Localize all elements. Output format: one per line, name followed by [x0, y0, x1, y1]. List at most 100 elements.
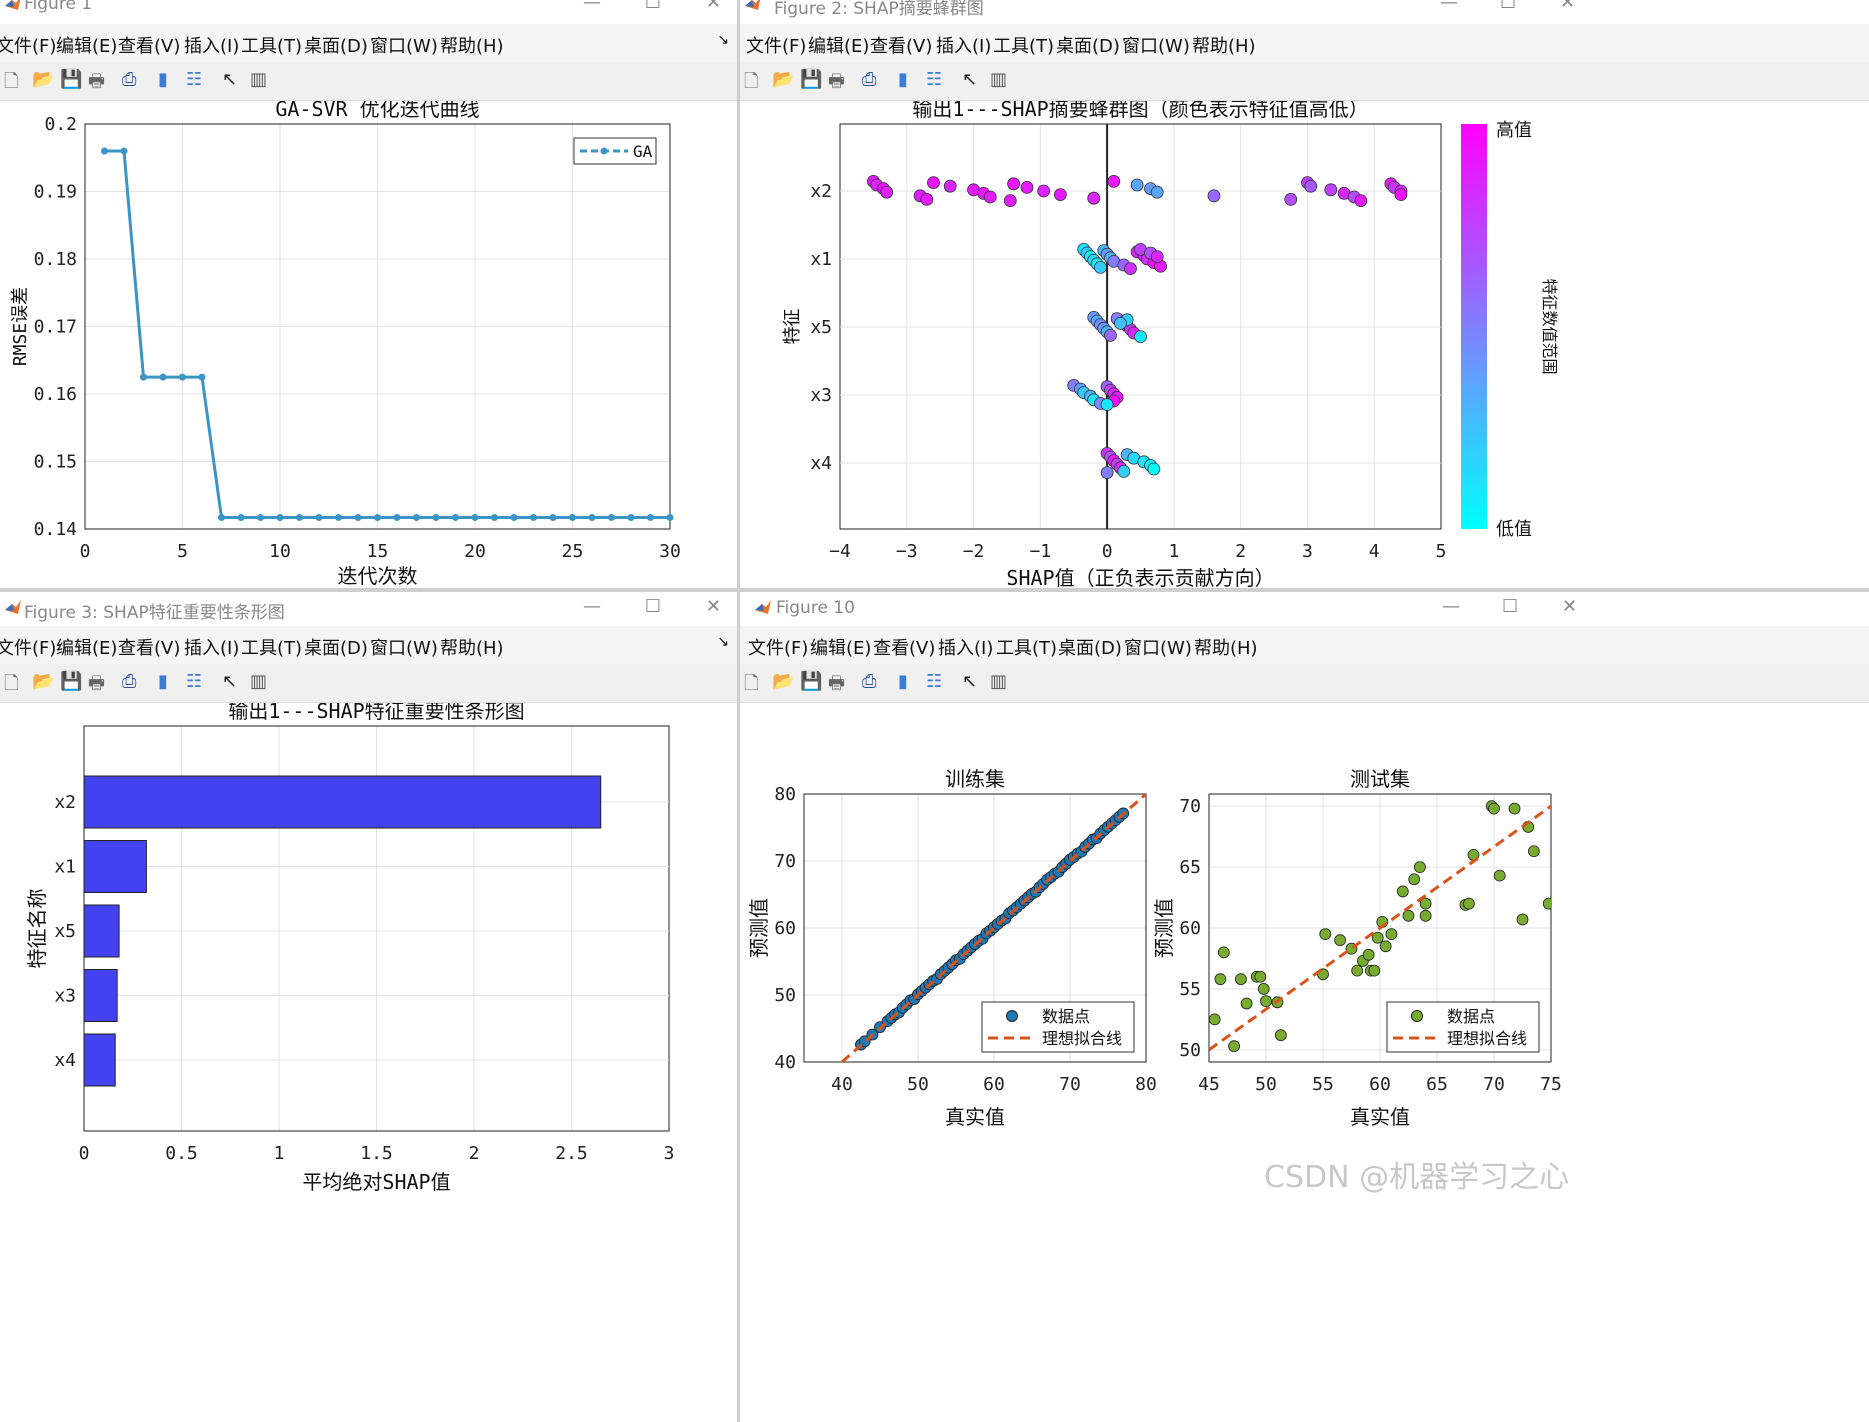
ga-data-point	[471, 514, 479, 522]
titlebar[interactable]: Figure 2: SHAP摘要蜂群图 — ☐ ✕	[740, 0, 1869, 22]
menu-insert[interactable]: 插入(I)	[184, 36, 240, 57]
open-folder-icon[interactable]: 📂	[772, 69, 795, 90]
minimize-icon[interactable]: —	[1440, 0, 1458, 13]
open-folder-icon[interactable]: 📂	[32, 69, 55, 90]
menu-help[interactable]: 帮助(H)	[440, 638, 504, 659]
menu-edit[interactable]: 编辑(E)	[56, 36, 118, 57]
close-icon[interactable]: ✕	[705, 596, 721, 617]
print-preview-icon[interactable]: ⎙	[862, 671, 877, 692]
new-file-icon[interactable]: 🗋	[4, 71, 19, 92]
menu-insert[interactable]: 插入(I)	[184, 638, 240, 659]
y-tick-label: 55	[1179, 979, 1201, 1000]
close-icon[interactable]: ✕	[705, 0, 721, 13]
property-editor-icon[interactable]: ▥	[990, 671, 1008, 692]
property-editor-icon[interactable]: ▥	[250, 69, 268, 90]
legend-icon[interactable]: ☷	[186, 671, 203, 692]
maximize-icon[interactable]: ☐	[644, 596, 661, 617]
menu-view[interactable]: 查看(V)	[118, 36, 181, 57]
close-icon[interactable]: ✕	[1560, 0, 1576, 13]
menu-window[interactable]: 窗口(W)	[370, 638, 438, 659]
save-icon[interactable]: 💾	[800, 69, 823, 90]
maximize-icon[interactable]: ☐	[1502, 596, 1519, 617]
ga-data-point	[666, 514, 674, 522]
colorbar-icon[interactable]: ▮	[158, 671, 168, 692]
close-icon[interactable]: ✕	[1562, 596, 1578, 617]
maximize-icon[interactable]: ☐	[644, 0, 661, 13]
menu-tools[interactable]: 工具(T)	[241, 36, 303, 57]
menu-file[interactable]: 文件(F)	[0, 638, 57, 659]
data-point	[1240, 997, 1253, 1010]
print-icon[interactable]: 🖶	[88, 71, 105, 92]
open-folder-icon[interactable]: 📂	[772, 671, 795, 692]
open-folder-icon[interactable]: 📂	[32, 671, 55, 692]
dock-arrow-icon[interactable]: ↘	[717, 634, 729, 650]
menu-window[interactable]: 窗口(W)	[370, 36, 438, 57]
property-editor-icon[interactable]: ▥	[990, 69, 1008, 90]
pointer-icon[interactable]: ↖	[962, 671, 978, 692]
colorbar-icon[interactable]: ▮	[158, 69, 168, 90]
menu-view[interactable]: 查看(V)	[118, 638, 181, 659]
shap-point-x4	[1100, 466, 1114, 480]
legend-icon[interactable]: ☷	[186, 69, 203, 90]
menu-desktop[interactable]: 桌面(D)	[304, 638, 368, 659]
new-file-icon[interactable]: 🗋	[744, 673, 759, 694]
print-preview-icon[interactable]: ⎙	[122, 69, 137, 90]
menu-insert[interactable]: 插入(I)	[938, 638, 994, 659]
ga-data-point	[315, 514, 323, 522]
menu-desktop[interactable]: 桌面(D)	[1056, 36, 1120, 57]
menu-tools[interactable]: 工具(T)	[241, 638, 303, 659]
new-file-icon[interactable]: 🗋	[744, 71, 759, 92]
minimize-icon[interactable]: —	[583, 0, 601, 13]
data-point	[1274, 1029, 1287, 1042]
save-icon[interactable]: 💾	[800, 671, 823, 692]
menu-edit[interactable]: 编辑(E)	[810, 638, 872, 659]
data-point	[1368, 964, 1381, 977]
shap-beeswarm-chart: −4 −3 −2 −1 0 1 2 3 4 5 x2 x1 x5 x3 x4 输出1---SHAP摘要蜂群图（…	[782, 97, 1559, 588]
x-tick-label: −1	[1029, 541, 1051, 562]
titlebar[interactable]: Figure 10 — ☐ ✕	[740, 592, 1869, 624]
minimize-icon[interactable]: —	[1442, 596, 1460, 617]
menu-help[interactable]: 帮助(H)	[1194, 638, 1258, 659]
pointer-icon[interactable]: ↖	[962, 69, 978, 90]
titlebar[interactable]: Figure 3: SHAP特征重要性条形图 — ☐ ✕	[0, 592, 737, 624]
menu-insert[interactable]: 插入(I)	[936, 36, 992, 57]
print-preview-icon[interactable]: ⎙	[862, 69, 877, 90]
menu-tools[interactable]: 工具(T)	[996, 638, 1058, 659]
x-tick-label: 20	[464, 541, 486, 562]
titlebar[interactable]: Figure 1 — ☐ ✕	[0, 0, 737, 22]
menu-edit[interactable]: 编辑(E)	[808, 36, 870, 57]
pointer-icon[interactable]: ↖	[222, 69, 238, 90]
bar-x3	[83, 969, 118, 1022]
dock-arrow-icon[interactable]: ↘	[717, 32, 729, 48]
menu-window[interactable]: 窗口(W)	[1124, 638, 1192, 659]
colorbar-icon[interactable]: ▮	[898, 69, 908, 90]
property-editor-icon[interactable]: ▥	[250, 671, 268, 692]
save-icon[interactable]: 💾	[60, 69, 83, 90]
legend-icon[interactable]: ☷	[926, 69, 943, 90]
menu-edit[interactable]: 编辑(E)	[56, 638, 118, 659]
x-tick-label: 25	[562, 541, 584, 562]
menu-file[interactable]: 文件(F)	[746, 36, 807, 57]
colorbar-icon[interactable]: ▮	[898, 671, 908, 692]
print-icon[interactable]: 🖶	[828, 673, 845, 694]
print-icon[interactable]: 🖶	[88, 673, 105, 694]
minimize-icon[interactable]: —	[583, 596, 601, 617]
menu-help[interactable]: 帮助(H)	[1192, 36, 1256, 57]
menu-view[interactable]: 查看(V)	[873, 638, 936, 659]
menu-window[interactable]: 窗口(W)	[1122, 36, 1190, 57]
menu-file[interactable]: 文件(F)	[748, 638, 809, 659]
menu-view[interactable]: 查看(V)	[870, 36, 933, 57]
new-file-icon[interactable]: 🗋	[4, 673, 19, 694]
print-preview-icon[interactable]: ⎙	[122, 671, 137, 692]
legend-icon[interactable]: ☷	[926, 671, 943, 692]
menu-tools[interactable]: 工具(T)	[993, 36, 1055, 57]
menu-file[interactable]: 文件(F)	[0, 36, 57, 57]
save-icon[interactable]: 💾	[60, 671, 83, 692]
pointer-icon[interactable]: ↖	[222, 671, 238, 692]
menu-help[interactable]: 帮助(H)	[440, 36, 504, 57]
maximize-icon[interactable]: ☐	[1500, 0, 1517, 13]
print-icon[interactable]: 🖶	[828, 71, 845, 92]
ga-data-point	[101, 147, 108, 155]
menu-desktop[interactable]: 桌面(D)	[1058, 638, 1122, 659]
menu-desktop[interactable]: 桌面(D)	[304, 36, 368, 57]
